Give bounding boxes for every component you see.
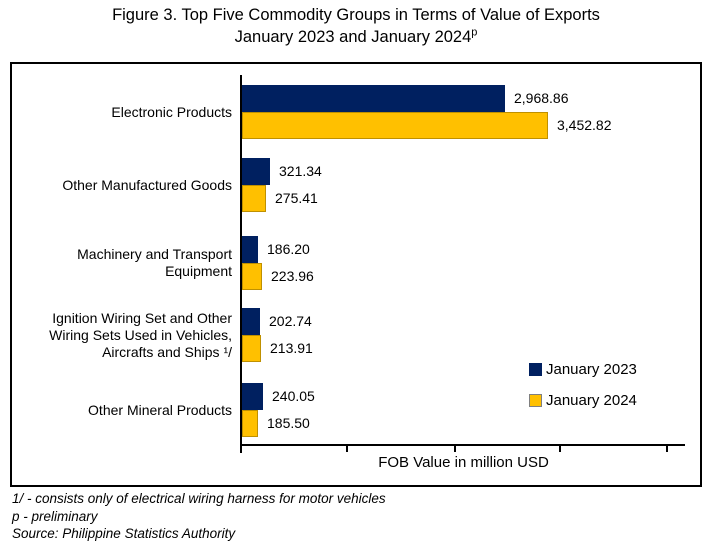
legend-item-january-2023: January 2023	[529, 360, 637, 378]
footnote-preliminary: p - preliminary	[12, 508, 98, 524]
legend-label-2023: January 2023	[546, 360, 637, 378]
category-label: Ignition Wiring Set and Other Wiring Sets…	[49, 310, 232, 360]
category-label: Machinery and Transport Equipment	[77, 246, 232, 279]
bar-january-2024	[242, 335, 261, 362]
bar-january-2023	[242, 383, 263, 410]
category-label: Electronic Products	[111, 104, 232, 120]
footnote-source: Source: Philippine Statistics Authority	[12, 526, 236, 541]
value-label: 223.96	[271, 268, 314, 284]
legend-item-january-2024: January 2024	[529, 391, 637, 409]
chart-title-line1: Figure 3. Top Five Commodity Groups in T…	[112, 6, 600, 24]
chart-title: Figure 3. Top Five Commodity Groups in T…	[0, 4, 712, 48]
chart-title-line2: January 2023 and January 2024p	[234, 26, 478, 46]
chart-plot-frame: Electronic Products 2,968.86 3,452.82 Other…	[10, 62, 702, 487]
value-label: 2,968.86	[514, 90, 569, 106]
x-axis-line	[240, 444, 685, 446]
value-label: 275.41	[275, 190, 318, 206]
y-axis-line	[240, 75, 242, 453]
x-axis-tick	[559, 446, 562, 452]
x-axis-tick	[345, 446, 348, 452]
legend-swatch-2023	[529, 362, 542, 376]
bar-january-2024	[242, 112, 548, 139]
preliminary-superscript: p	[471, 26, 478, 39]
legend-label-2024: January 2024	[546, 391, 637, 409]
value-label: 3,452.82	[557, 117, 612, 133]
category-label: Other Manufactured Goods	[62, 177, 232, 193]
bar-january-2023	[242, 236, 258, 263]
footnote-wiring-harness: 1/ - consists only of electrical wiring …	[12, 491, 386, 506]
chart-legend: January 2023 January 2024	[529, 361, 637, 423]
value-label: 321.34	[279, 163, 322, 179]
bar-january-2023	[242, 158, 270, 185]
value-label: 186.20	[267, 241, 310, 257]
value-label: 213.91	[270, 340, 313, 356]
x-axis-tick	[454, 446, 457, 452]
value-label: 202.74	[269, 313, 312, 329]
footnotes: 1/ - consists only of electrical wiring …	[12, 490, 386, 543]
value-label: 185.50	[267, 415, 310, 431]
x-axis-title: FOB Value in million USD	[378, 454, 549, 471]
bar-january-2024	[242, 185, 266, 212]
category-label: Other Mineral Products	[88, 402, 232, 418]
bar-january-2024	[242, 410, 258, 437]
bar-january-2023	[242, 85, 505, 112]
value-label: 240.05	[272, 388, 315, 404]
legend-swatch-2024	[529, 393, 542, 407]
bar-january-2023	[242, 308, 260, 335]
bar-january-2024	[242, 263, 262, 290]
x-axis-tick	[666, 446, 669, 452]
